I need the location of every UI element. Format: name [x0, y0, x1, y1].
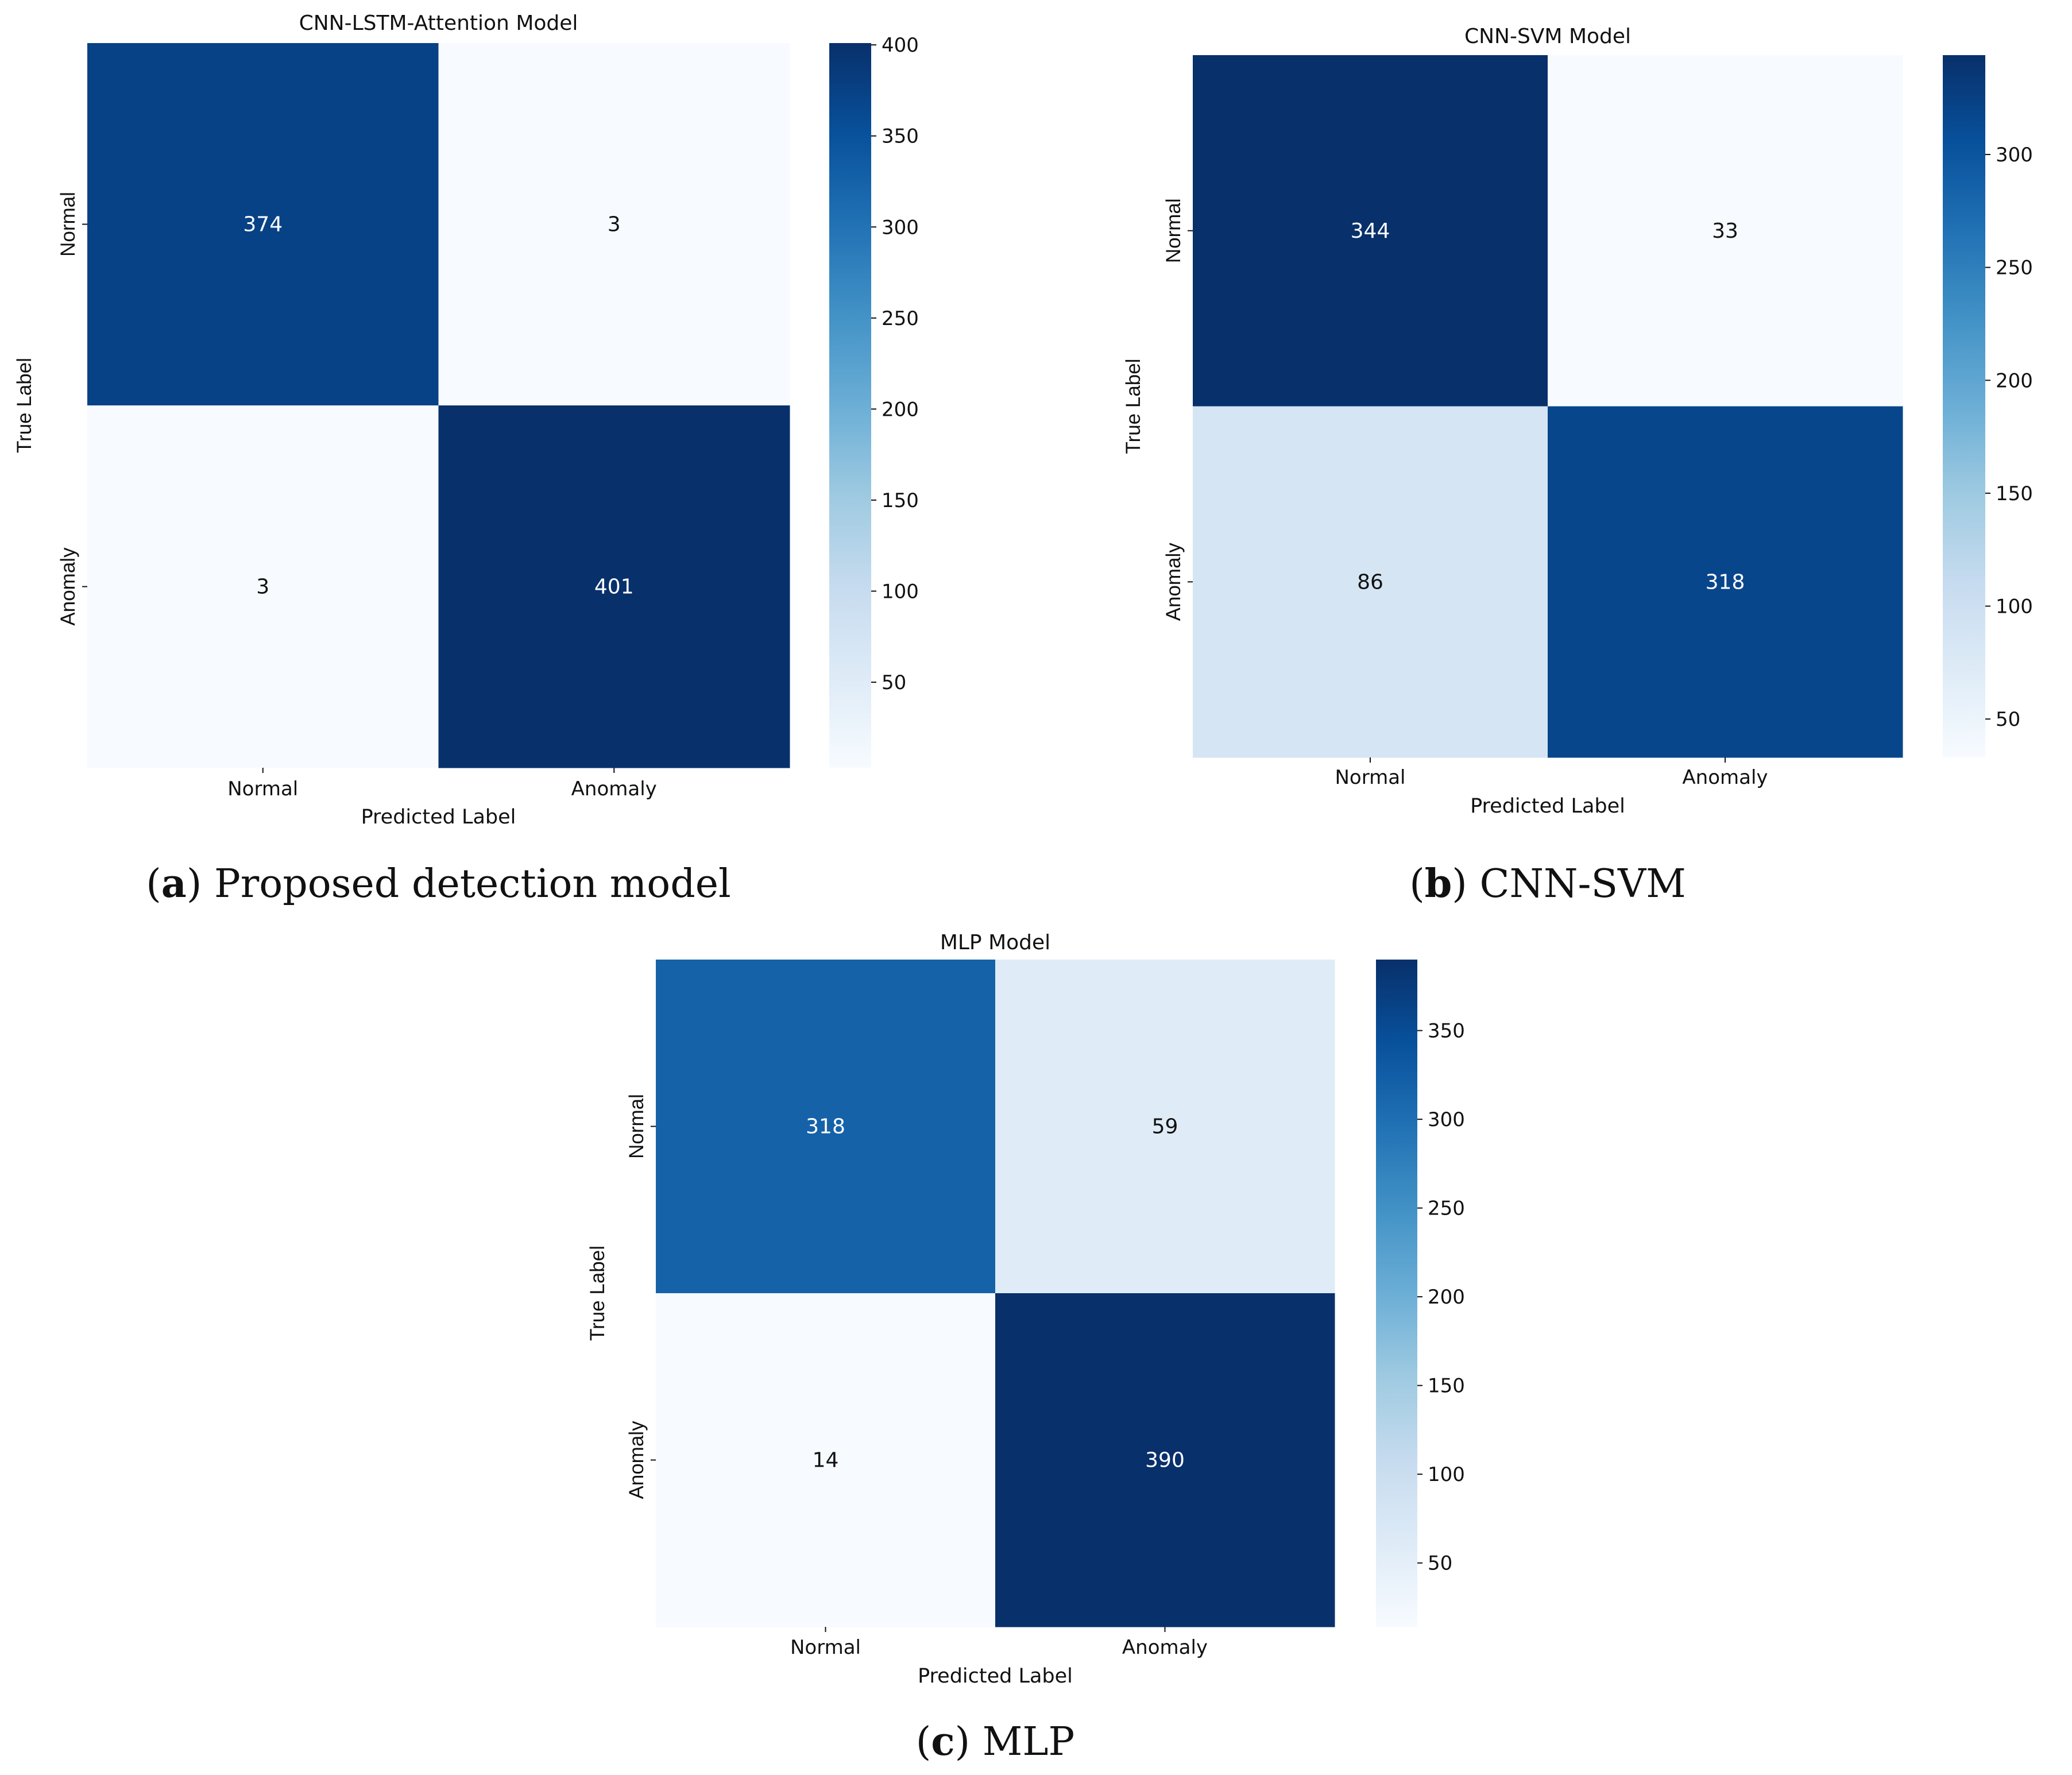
heatmap-cell — [1548, 55, 1903, 407]
colorbar — [1376, 960, 1417, 1627]
colorbar-tick-label: 200 — [882, 398, 919, 421]
heatmap-cell — [438, 405, 790, 768]
colorbar-tick-label: 350 — [882, 125, 919, 148]
colorbar-tick-label: 200 — [1996, 369, 2033, 392]
colorbar-tick-label: 100 — [882, 580, 919, 603]
heatmap-cell — [87, 43, 439, 406]
heatmap-cell — [438, 43, 790, 406]
cell-value-label: 318 — [1706, 570, 1745, 594]
colorbar-tick-label: 250 — [882, 307, 919, 330]
x-tick-label: Normal — [790, 1636, 861, 1659]
cell-value-label: 401 — [594, 575, 634, 599]
colorbar-tick-label: 250 — [1428, 1197, 1465, 1220]
y-tick-label: Normal — [57, 192, 79, 257]
heatmap-cell — [995, 960, 1335, 1294]
cell-value-label: 3 — [256, 575, 269, 599]
cell-value-label: 318 — [806, 1115, 845, 1139]
colorbar-tick-label: 150 — [882, 489, 919, 512]
caption-text: ) Proposed detection model — [187, 861, 731, 907]
heatmap-cell — [1548, 406, 1903, 758]
heatmap-cell — [1193, 55, 1548, 407]
caption-open-paren: ( — [916, 1719, 931, 1765]
x-axis-label: Predicted Label — [1470, 795, 1625, 818]
x-tick-label: Anomaly — [571, 778, 657, 801]
colorbar-tick-label: 400 — [882, 34, 919, 57]
y-axis-label: True Label — [13, 358, 36, 453]
colorbar-tick-label: 300 — [882, 216, 919, 239]
colorbar-tick-label: 250 — [1996, 257, 2033, 280]
heatmap-cell — [656, 1293, 996, 1627]
colorbar-tick-label: 50 — [882, 671, 906, 694]
caption-letter: a — [161, 861, 187, 907]
y-tick-label: Anomaly — [625, 1421, 648, 1499]
x-tick-label: Normal — [1335, 766, 1405, 789]
heatmap-cell — [656, 960, 996, 1294]
y-tick-label: Anomaly — [1162, 543, 1185, 621]
y-tick-label: Normal — [625, 1094, 648, 1159]
chart-b: CNN-SVM Model 344 33 86 318 Normal Anomaly Pred… — [1122, 25, 2033, 907]
cell-value-label: 14 — [813, 1449, 839, 1472]
y-axis-label: True Label — [1122, 358, 1145, 454]
caption-text: ) MLP — [955, 1719, 1075, 1765]
y-tick-label: Anomaly — [57, 547, 79, 626]
cell-value-label: 3 — [608, 213, 621, 237]
chart-c: MLP Model 318 59 14 390 Normal Anomaly Predicte… — [586, 931, 1465, 1765]
colorbar-tick-label: 50 — [1428, 1552, 1452, 1575]
colorbar-tick-label: 50 — [1996, 708, 2020, 731]
subfigure-caption: (c) MLP — [916, 1719, 1075, 1765]
x-axis-label: Predicted Label — [361, 806, 516, 829]
cell-value-label: 59 — [1152, 1115, 1178, 1139]
cell-value-label: 374 — [243, 213, 283, 237]
cell-value-label: 390 — [1145, 1449, 1185, 1472]
y-axis-label: True Label — [586, 1246, 609, 1341]
subfigure-caption: (b) CNN-SVM — [1409, 861, 1686, 907]
caption-letter: b — [1425, 861, 1452, 907]
cell-value-label: 33 — [1712, 219, 1738, 243]
subfigure-caption: (a) Proposed detection model — [146, 861, 730, 907]
x-axis-label: Predicted Label — [918, 1665, 1073, 1688]
chart-title: MLP Model — [940, 931, 1050, 954]
colorbar-tick-label: 100 — [1428, 1463, 1465, 1486]
y-tick-label: Normal — [1162, 198, 1185, 263]
colorbar — [1943, 55, 1985, 757]
caption-letter: c — [931, 1719, 954, 1765]
x-tick-label: Anomaly — [1122, 1636, 1208, 1659]
colorbar-tick-label: 350 — [1428, 1020, 1465, 1043]
colorbar-tick-label: 150 — [1996, 482, 2033, 505]
caption-open-paren: ( — [1409, 861, 1425, 907]
colorbar-tick-label: 150 — [1428, 1375, 1465, 1398]
colorbar — [829, 43, 871, 768]
heatmap-cell — [87, 405, 439, 768]
heatmap-cell — [1193, 406, 1548, 758]
colorbar-tick-label: 300 — [1428, 1108, 1465, 1131]
x-tick-label: Normal — [227, 778, 298, 801]
colorbar-tick-label: 200 — [1428, 1286, 1465, 1309]
heatmap-cell — [995, 1293, 1335, 1627]
chart-a: CNN-LSTM-Attention Model 374 3 3 401 Normal An… — [13, 11, 919, 907]
cell-value-label: 344 — [1351, 219, 1390, 243]
chart-title: CNN-SVM Model — [1464, 25, 1631, 48]
caption-open-paren: ( — [146, 861, 161, 907]
chart-title: CNN-LSTM-Attention Model — [299, 11, 578, 35]
x-tick-label: Anomaly — [1682, 766, 1768, 789]
colorbar-tick-label: 300 — [1996, 144, 2033, 167]
cell-value-label: 86 — [1357, 570, 1383, 594]
caption-text: ) CNN-SVM — [1452, 861, 1686, 907]
colorbar-tick-label: 100 — [1996, 595, 2033, 618]
